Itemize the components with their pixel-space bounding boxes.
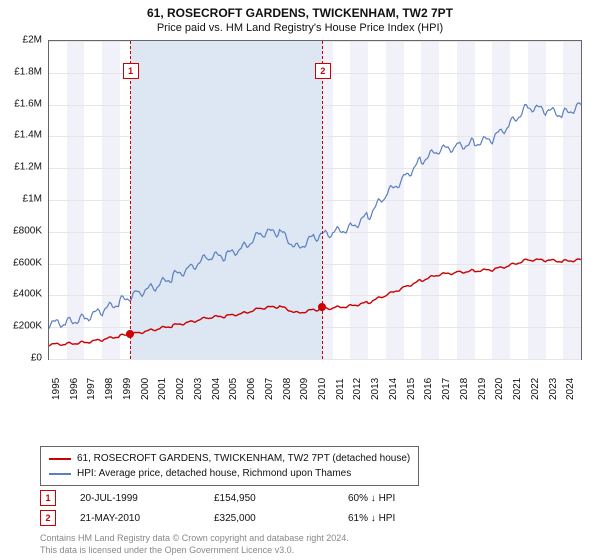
y-axis-label: £600K — [2, 257, 42, 268]
sale-marker-ref: 1 — [40, 490, 56, 506]
x-axis-label: 2023 — [548, 378, 559, 400]
chart-title: 61, ROSECROFT GARDENS, TWICKENHAM, TW2 7… — [0, 0, 600, 20]
legend-swatch — [49, 473, 71, 475]
sale-price: £154,950 — [214, 493, 324, 504]
x-axis-label: 2024 — [565, 378, 576, 400]
x-axis-label: 2002 — [175, 378, 186, 400]
x-axis-label: 1999 — [122, 378, 133, 400]
x-axis-label: 2010 — [317, 378, 328, 400]
x-axis-label: 2000 — [140, 378, 151, 400]
x-axis-label: 2016 — [423, 378, 434, 400]
sale-price: £325,000 — [214, 513, 324, 524]
x-axis-label: 1996 — [69, 378, 80, 400]
x-axis-label: 2005 — [228, 378, 239, 400]
x-axis-label: 2001 — [157, 378, 168, 400]
y-axis-label: £1.8M — [2, 66, 42, 77]
y-axis-label: £2M — [2, 35, 42, 46]
x-axis-label: 2018 — [459, 378, 470, 400]
y-axis-label: £0 — [2, 353, 42, 364]
legend-item: 61, ROSECROFT GARDENS, TWICKENHAM, TW2 7… — [49, 451, 410, 466]
legend: 61, ROSECROFT GARDENS, TWICKENHAM, TW2 7… — [40, 446, 419, 486]
x-axis-label: 2011 — [335, 378, 346, 400]
legend-swatch — [49, 458, 71, 460]
x-axis-label: 2003 — [193, 378, 204, 400]
y-axis-label: £400K — [2, 289, 42, 300]
x-axis-label: 2020 — [494, 378, 505, 400]
legend-label: 61, ROSECROFT GARDENS, TWICKENHAM, TW2 7… — [77, 451, 410, 466]
credits-line-2: This data is licensed under the Open Gov… — [40, 544, 349, 556]
plot-area: 12 — [48, 40, 582, 360]
y-axis-label: £200K — [2, 321, 42, 332]
x-axis-label: 2019 — [477, 378, 488, 400]
x-axis-label: 2008 — [282, 378, 293, 400]
sale-pct-vs-hpi: 60% ↓ HPI — [348, 493, 458, 504]
x-axis-label: 2021 — [512, 378, 523, 400]
sale-marker-2: 2 — [315, 63, 331, 79]
chart-area: 12 £0£200K£400K£600K£800K£1M£1.2M£1.4M£1… — [0, 40, 600, 400]
x-axis-label: 1997 — [86, 378, 97, 400]
x-axis-label: 2006 — [246, 378, 257, 400]
chart-subtitle: Price paid vs. HM Land Registry's House … — [0, 20, 600, 38]
legend-item: HPI: Average price, detached house, Rich… — [49, 466, 410, 481]
credits: Contains HM Land Registry data © Crown c… — [40, 532, 349, 556]
x-axis-label: 2009 — [299, 378, 310, 400]
x-axis-label: 2012 — [352, 378, 363, 400]
sale-pct-vs-hpi: 61% ↓ HPI — [348, 513, 458, 524]
y-axis-label: £1.4M — [2, 130, 42, 141]
sales-table: 1 20-JUL-1999 £154,950 60% ↓ HPI 2 21-MAY-201… — [40, 488, 458, 528]
y-axis-label: £1.2M — [2, 162, 42, 173]
sale-marker-1: 1 — [123, 63, 139, 79]
sale-marker-ref: 2 — [40, 510, 56, 526]
x-axis-label: 2004 — [211, 378, 222, 400]
credits-line-1: Contains HM Land Registry data © Crown c… — [40, 532, 349, 544]
sale-row: 2 21-MAY-2010 £325,000 61% ↓ HPI — [40, 508, 458, 528]
x-axis-label: 2017 — [441, 378, 452, 400]
x-axis-label: 2007 — [264, 378, 275, 400]
x-axis-label: 2013 — [370, 378, 381, 400]
y-axis-label: £1.6M — [2, 98, 42, 109]
x-axis-label: 1995 — [51, 378, 62, 400]
x-axis-label: 2014 — [388, 378, 399, 400]
sale-dot-2 — [318, 303, 326, 311]
legend-label: HPI: Average price, detached house, Rich… — [77, 466, 351, 481]
sale-dot-1 — [126, 330, 134, 338]
sale-row: 1 20-JUL-1999 £154,950 60% ↓ HPI — [40, 488, 458, 508]
x-axis-label: 1998 — [104, 378, 115, 400]
sale-date: 21-MAY-2010 — [80, 513, 190, 524]
x-axis-label: 2015 — [406, 378, 417, 400]
y-axis-label: £800K — [2, 225, 42, 236]
sale-date: 20-JUL-1999 — [80, 493, 190, 504]
x-axis-label: 2022 — [530, 378, 541, 400]
y-axis-label: £1M — [2, 194, 42, 205]
